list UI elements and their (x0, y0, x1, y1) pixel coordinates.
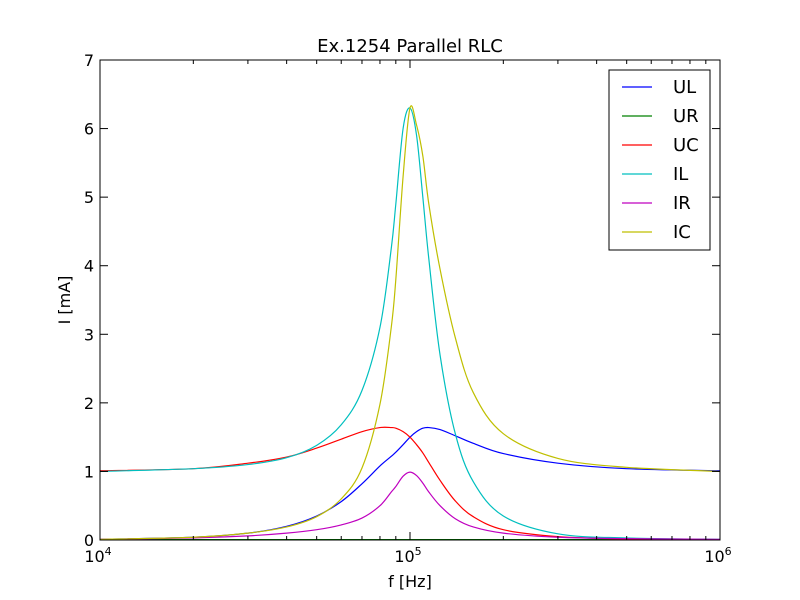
x-tick-label: 106 (704, 545, 731, 566)
y-tick-label: 7 (84, 51, 94, 70)
series-line-ul (99, 426, 721, 540)
y-tick-label: 6 (84, 120, 94, 139)
legend-label-ul: UL (673, 77, 696, 98)
y-tick-label: 1 (84, 462, 94, 481)
axis-ticks: 0 1 2 3 4 5 6 7 104 105 106 (84, 51, 732, 566)
y-tick-label: 4 (84, 257, 94, 276)
legend-label-il: IL (673, 164, 688, 185)
series-line-ic (99, 105, 721, 540)
y-tick-label: 3 (84, 325, 94, 344)
series-line-il (99, 107, 721, 540)
x-axis-label: f [Hz] (388, 572, 432, 591)
x-tick-label: 104 (84, 545, 111, 566)
y-tick-label: 0 (84, 531, 94, 550)
y-tick-label: 5 (84, 188, 94, 207)
y-axis-label: I [mA] (55, 276, 74, 325)
x-tick-label: 105 (394, 545, 421, 566)
legend-label-ir: IR (673, 193, 691, 214)
legend: UL UR UC IL IR IC (608, 69, 711, 251)
legend-box (608, 69, 711, 251)
legend-label-ur: UR (673, 106, 699, 127)
legend-label-uc: UC (673, 135, 699, 156)
series-line-ir (99, 471, 721, 540)
chart-title: Ex.1254 Parallel RLC (317, 36, 503, 57)
legend-label-ic: IC (673, 222, 691, 243)
y-tick-label: 2 (84, 394, 94, 413)
